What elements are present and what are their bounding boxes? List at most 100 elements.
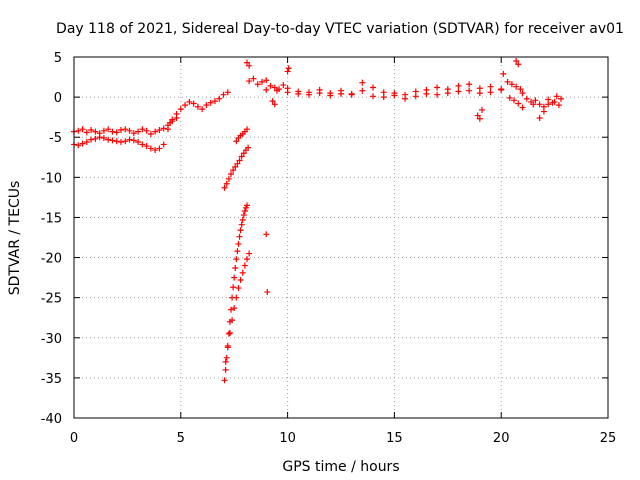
data-point (233, 138, 240, 145)
data-point (238, 221, 245, 228)
data-point (348, 91, 355, 98)
data-point (236, 157, 243, 164)
data-point (88, 127, 95, 134)
data-point (143, 143, 150, 150)
data-point (434, 84, 441, 91)
series-10 (269, 58, 522, 122)
data-point (338, 90, 344, 97)
data-point (105, 136, 112, 143)
data-point (487, 83, 494, 90)
data-point (234, 248, 241, 255)
series-4 (233, 126, 251, 145)
data-point (226, 329, 233, 336)
data-point (412, 93, 419, 100)
series-12 (506, 94, 562, 121)
data-point (504, 78, 511, 85)
data-point (241, 208, 248, 215)
data-point (100, 135, 107, 142)
data-point (117, 127, 124, 134)
data-point (233, 294, 240, 301)
data-point (232, 163, 239, 170)
data-point (203, 102, 210, 109)
data-point (92, 135, 99, 142)
data-point (240, 212, 247, 219)
data-point (244, 126, 251, 133)
plot-frame (73, 56, 609, 419)
data-point (513, 83, 520, 90)
data-point (223, 354, 230, 361)
data-point (555, 102, 562, 109)
data-point (227, 171, 234, 178)
data-point (444, 90, 451, 97)
data-point (245, 144, 252, 151)
data-point (506, 94, 513, 101)
data-point (223, 180, 230, 187)
data-point (515, 61, 522, 68)
data-point (476, 90, 483, 97)
data-point (273, 87, 280, 94)
data-point (109, 128, 116, 135)
y-tick-label: 5 (54, 51, 62, 66)
data-point (500, 70, 507, 77)
grid (74, 57, 608, 418)
data-point (225, 175, 232, 182)
data-point (186, 98, 193, 105)
data-point (327, 92, 334, 99)
data-point (240, 150, 247, 157)
data-point (207, 99, 214, 106)
chart-title: Day 118 of 2021, Sidereal Day-to-day VTE… (56, 21, 624, 37)
data-point (244, 202, 251, 209)
axis-ticks: 0 5 10 15 20 25 5 0 -5 -10 -15 -20 -25 -30 -35 -40 (41, 51, 617, 446)
data-point (139, 141, 146, 148)
data-point (370, 84, 377, 91)
data-point (269, 98, 276, 105)
data-point (402, 95, 409, 102)
data-point (130, 130, 137, 137)
data-point (216, 95, 223, 102)
data-point (517, 86, 524, 93)
data-point (152, 147, 159, 154)
data-point (100, 127, 107, 134)
data-point (305, 91, 312, 98)
data-point (211, 98, 218, 105)
x-tick-label: 5 (177, 431, 185, 446)
data-point (235, 285, 242, 292)
data-point (75, 142, 82, 149)
data-point (246, 62, 253, 69)
data-point (237, 227, 244, 234)
data-point (109, 137, 116, 144)
data-point (117, 139, 124, 146)
data-point (236, 233, 243, 240)
data-point (156, 145, 163, 152)
data-point (234, 160, 241, 167)
data-point (225, 330, 232, 337)
data-point (476, 115, 483, 122)
series-0 (71, 114, 180, 138)
data-point (113, 138, 120, 145)
data-point (194, 103, 201, 110)
data-point (540, 108, 547, 115)
data-point (271, 101, 278, 108)
data-point (126, 136, 133, 143)
x-axis-label: GPS time / hours (282, 459, 399, 475)
data-point (515, 100, 522, 107)
data-point (511, 97, 518, 104)
data-point (558, 95, 565, 102)
y-tick-label: -35 (41, 372, 62, 387)
y-tick-label: -25 (41, 292, 62, 307)
data-point (254, 81, 261, 88)
data-point (173, 110, 180, 117)
data-point (79, 140, 86, 147)
data-point (545, 101, 552, 108)
data-point (263, 77, 270, 84)
data-point (169, 116, 176, 123)
data-point (553, 93, 560, 100)
data-point (88, 136, 95, 143)
x-tick-label: 25 (600, 431, 617, 446)
data-point (519, 90, 526, 97)
data-point (83, 129, 90, 136)
data-point (530, 101, 537, 108)
data-point (83, 139, 90, 146)
data-point (152, 128, 159, 135)
